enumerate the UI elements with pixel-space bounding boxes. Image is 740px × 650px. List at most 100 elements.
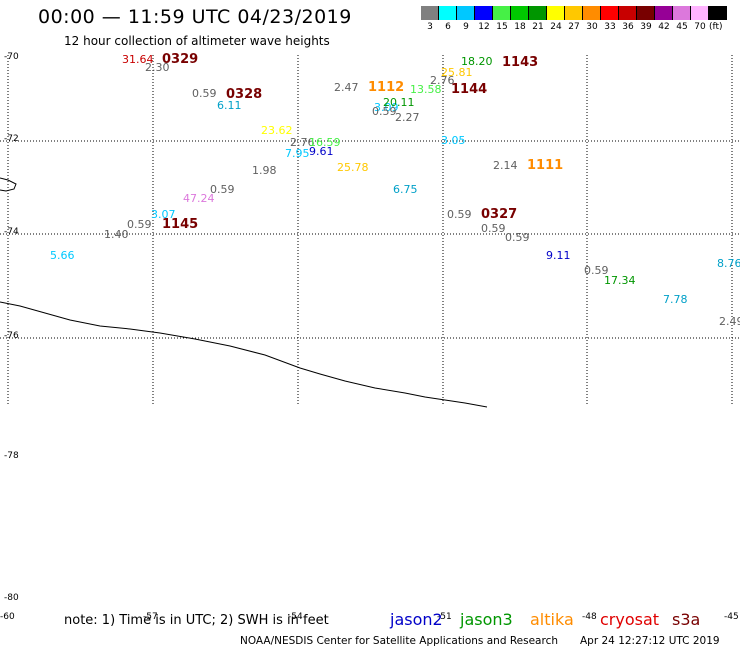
wave-height-label: 7.78 [663, 293, 688, 306]
legend-cryosat: cryosat [600, 610, 660, 629]
wave-height-label: 25.81 [441, 66, 473, 79]
scale-unit-label: (ft) [709, 22, 723, 32]
wave-height-label: 23.62 [261, 124, 293, 137]
wave-height-label: 25.78 [337, 161, 369, 174]
wave-height-label: 20.11 [383, 96, 415, 109]
wave-height-label: 2.49 [719, 315, 740, 328]
scale-swatch [457, 6, 475, 20]
wave-height-label: 0.59 [210, 183, 235, 196]
pass-time-label: 0329 [162, 52, 198, 67]
graticule [0, 55, 740, 406]
pass-time-label: 0327 [481, 207, 517, 222]
scale-tick-label: 70 [694, 22, 706, 32]
wave-height-label: 0.59 [447, 208, 472, 221]
wave-height-label: 2.27 [395, 111, 420, 124]
wave-height-label: 2.47 [334, 81, 359, 94]
wave-height-label: 17.34 [604, 274, 636, 287]
pass-time-label: 1112 [368, 80, 404, 95]
wave-height-label: 0.59 [505, 231, 530, 244]
wave-height-label: 0.59 [481, 222, 506, 235]
lat-label: -76 [4, 331, 19, 341]
scale-tick-label: 36 [622, 22, 634, 32]
scale-swatch [691, 6, 709, 20]
scale-tick-label: 42 [658, 22, 670, 32]
wave-height-label: 9.61 [309, 145, 334, 158]
wave-height-label: 9.11 [546, 249, 571, 262]
wave-height-label: 2.30 [145, 61, 170, 74]
scale-swatch [565, 6, 583, 20]
scale-swatch [475, 6, 493, 20]
scale-swatch [673, 6, 691, 20]
wave-height-label: 13.58 [410, 83, 442, 96]
scale-swatch [619, 6, 637, 20]
generated-timestamp: Apr 24 12:27:12 UTC 2019 [580, 635, 720, 647]
wave-height-label: 18.20 [461, 55, 493, 68]
wave-height-label: 5.66 [50, 249, 75, 262]
map-title: 00:00 — 11:59 UTC 04/23/2019 [38, 6, 352, 28]
wave-height-label: 1.40 [104, 228, 129, 241]
wave-height-label: 3.09 [374, 101, 399, 114]
scale-swatch [547, 6, 565, 20]
scale-swatch [529, 6, 547, 20]
wave-height-label: 8.76 [717, 257, 740, 270]
lat-label: -72 [4, 134, 19, 144]
wave-height-label: 0.59 [584, 264, 609, 277]
wave-height-label: 16.59 [309, 136, 341, 149]
pass-time-label: 1143 [502, 55, 538, 70]
island-coastline [0, 177, 17, 192]
lon-label: -57 [143, 612, 158, 622]
scale-swatch [511, 6, 529, 20]
scale-tick-label: 33 [604, 22, 616, 32]
wave-height-label: 0.59 [127, 218, 152, 231]
lon-label: -48 [582, 612, 597, 622]
wave-height-label: 6.11 [217, 99, 242, 112]
wave-height-label: 2.76 [430, 74, 455, 87]
pass-time-label: 1144 [451, 82, 487, 97]
scale-tick-label: 9 [463, 22, 469, 32]
scale-tick-label: 24 [550, 22, 562, 32]
scale-tick-label: 21 [532, 22, 544, 32]
lon-label: -51 [437, 612, 452, 622]
credit-line: NOAA/NESDIS Center for Satellite Applica… [240, 635, 558, 647]
scale-swatch [421, 6, 439, 20]
legend-jason2: jason2 [390, 610, 443, 629]
wave-height-label: 3.05 [441, 134, 466, 147]
lon-label: -60 [0, 612, 15, 622]
ice-shelf-coastline [0, 301, 488, 408]
wave-height-label: 0.59 [372, 105, 397, 118]
lat-label: -80 [4, 593, 19, 603]
wave-height-label: 2.14 [493, 159, 518, 172]
pass-time-label: 1111 [527, 158, 563, 173]
wave-height-label: 1.98 [252, 164, 277, 177]
scale-swatch [439, 6, 457, 20]
lon-label: -54 [288, 612, 303, 622]
map-subtitle: 12 hour collection of altimeter wave hei… [64, 34, 330, 48]
scale-swatch [655, 6, 673, 20]
legend-jason3: jason3 [460, 610, 513, 629]
wave-height-label: 31.64 [122, 53, 154, 66]
wave-height-label: 0.59 [192, 87, 217, 100]
scale-tick-label: 18 [514, 22, 526, 32]
wave-height-label: 3.07 [151, 208, 176, 221]
wave-height-label: 7.95 [285, 147, 310, 160]
pass-time-label: 1145 [162, 217, 198, 232]
scale-tick-label: 6 [445, 22, 451, 32]
legend-altika: altika [530, 610, 574, 629]
legend-s3a: s3a [672, 610, 701, 629]
scale-tick-label: 30 [586, 22, 598, 32]
scale-swatch [709, 6, 727, 20]
scale-swatch [583, 6, 601, 20]
scale-tick-label: 12 [478, 22, 490, 32]
footer-note: note: 1) Time is in UTC; 2) SWH is in fe… [64, 613, 329, 628]
lat-label: -70 [4, 52, 19, 62]
scale-swatch [601, 6, 619, 20]
scale-swatch [493, 6, 511, 20]
scale-tick-label: 45 [676, 22, 688, 32]
lat-label: -78 [4, 451, 19, 461]
lat-label: -74 [4, 227, 19, 237]
scale-tick-label: 27 [568, 22, 580, 32]
wave-height-label: 6.75 [393, 183, 418, 196]
